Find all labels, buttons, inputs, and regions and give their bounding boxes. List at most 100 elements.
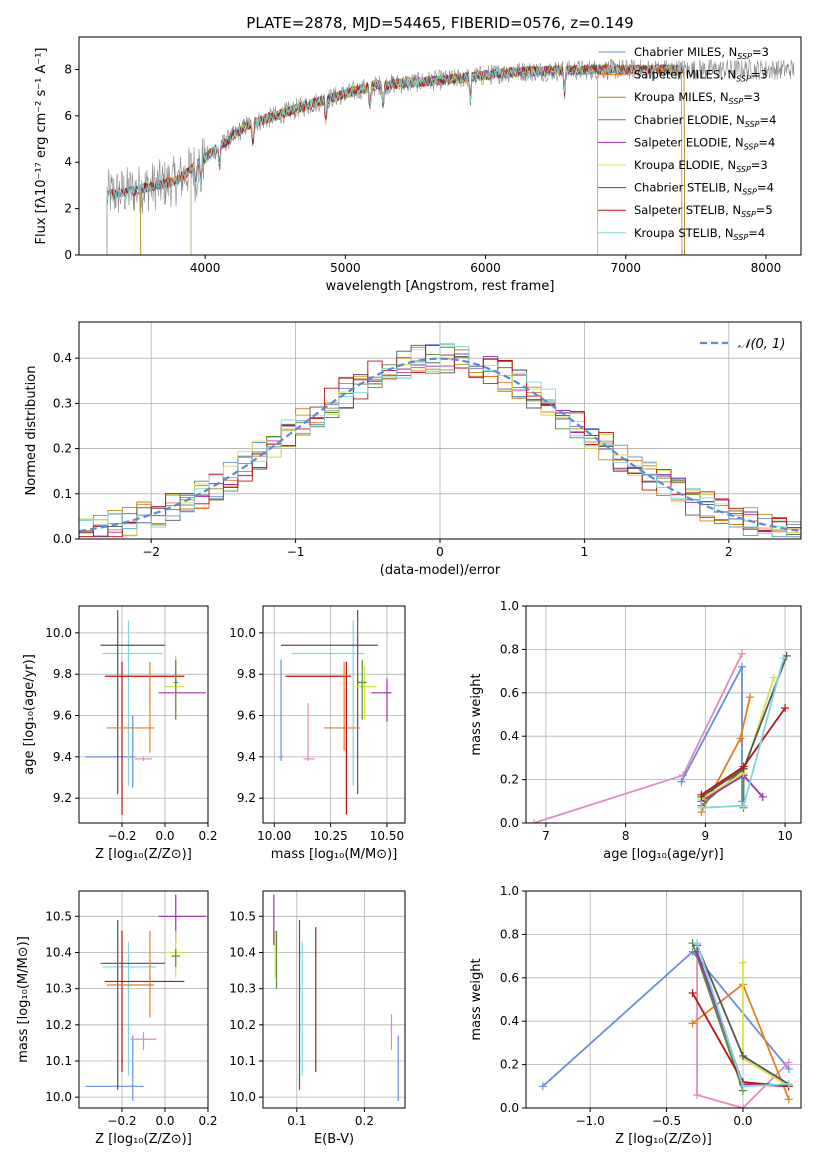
- model-spectrum-line: [190, 64, 599, 255]
- y-tick-label: 0.2: [53, 442, 72, 456]
- residual-histogram-panel: −2 −1 0 1 2 0.0 0.1 0.2 0.3 0.4 (data-model)/error…: [24, 321, 802, 578]
- y-tick-label: 10.3: [45, 982, 72, 996]
- y-tick-label: 0.0: [500, 1101, 519, 1115]
- weight-marker: [697, 790, 706, 799]
- plot-area: [106, 59, 795, 255]
- x-tick-label: −2: [142, 545, 160, 559]
- x-tick-label: 6000: [470, 261, 501, 275]
- x-tick-label: 4000: [190, 261, 221, 275]
- legend-count: =3: [752, 45, 769, 59]
- plot-area: [85, 610, 206, 815]
- y-tick-label: 10.3: [229, 982, 256, 996]
- x-tick-label: 0.0: [155, 829, 174, 843]
- plot-area: [79, 343, 801, 538]
- weight-marker: [739, 801, 748, 810]
- weight-marker: [758, 792, 767, 801]
- axes-frame: [525, 605, 802, 824]
- gaussian-reference-curve: [79, 357, 801, 533]
- weight-marker: [529, 819, 538, 823]
- legend-entry: 𝒩(0, 1): [738, 337, 785, 352]
- x-tick-label: −1: [287, 545, 305, 559]
- weight-marker: [538, 1082, 547, 1091]
- legend-entry: Kroupa ELODIE, NSSP=3: [634, 158, 768, 174]
- y-tick-label: 0.2: [500, 1058, 519, 1072]
- weight-marker: [784, 1095, 793, 1104]
- y-tick-label: 9.2: [237, 791, 256, 805]
- y-tick-label: 4: [64, 155, 72, 169]
- weight-marker: [738, 662, 747, 671]
- x-tick-label: 10.25: [313, 829, 347, 843]
- y-tick-label: 10.0: [229, 626, 256, 640]
- y-tick-label: 10.0: [45, 1090, 72, 1104]
- y-axis-label: mass [log₁₀(M/M⊙)]: [16, 936, 31, 1063]
- legend-count: =4: [758, 135, 775, 149]
- weight-marker: [688, 1019, 697, 1028]
- weight-vs-age-panel: 7 8 9 10 0.0 0.2 0.4 0.6 0.8 1.0 age [log₁₀(age/yr…: [469, 599, 802, 862]
- y-axis-label: mass weight: [469, 673, 484, 755]
- y-tick-label: 8: [64, 62, 72, 76]
- weight-marker: [738, 649, 747, 658]
- x-tick-label: 0: [436, 545, 444, 559]
- weight-marker: [677, 777, 686, 786]
- spectrum-panel: 4000 5000 6000 7000 8000 0 2 4 6 8 wavelength [Ang…: [34, 36, 802, 294]
- x-axis-label: age [log₁₀(age/yr)]: [603, 847, 724, 862]
- legend-label: Kroupa ELODIE, N: [634, 158, 736, 172]
- model-spectrum-line: [140, 64, 685, 255]
- x-tick-label: 0.2: [355, 1114, 374, 1128]
- model-spectrum-line: [106, 63, 683, 255]
- x-tick-label: 0.2: [198, 829, 217, 843]
- y-tick-label: 10.2: [229, 1018, 256, 1032]
- weight-marker: [738, 958, 747, 967]
- x-tick-label: 7: [542, 829, 550, 843]
- weight-line: [542, 950, 790, 1087]
- y-tick-label: 10.0: [229, 1090, 256, 1104]
- axes-frame: [78, 605, 209, 824]
- y-tick-label: 10.5: [229, 909, 256, 923]
- weight-marker: [745, 693, 754, 702]
- legend-label: Salpeter STELIB, N: [634, 203, 741, 217]
- weight-marker: [739, 762, 748, 771]
- y-tick-label: 0.3: [53, 396, 72, 410]
- legend-entry: Kroupa STELIB, NSSP=4: [634, 226, 765, 242]
- y-tick-label: 10.5: [45, 909, 72, 923]
- weight-marker: [779, 654, 788, 663]
- y-axis-label: mass weight: [469, 958, 484, 1040]
- y-tick-label: 10.4: [45, 945, 72, 959]
- y-tick-label: 10.0: [45, 626, 72, 640]
- legend-entry: Chabrier STELIB, NSSP=4: [634, 181, 774, 197]
- x-axis-label: Z [log₁₀(Z/Z⊙)]: [95, 1132, 192, 1147]
- x-tick-label: 5000: [330, 261, 361, 275]
- legend-entry: Salpeter STELIB, NSSP=5: [634, 203, 773, 219]
- model-spectrum-line: [190, 64, 599, 255]
- x-tick-label: 0.0: [733, 1114, 752, 1128]
- legend-count: =3: [751, 158, 768, 172]
- legend-entry: Chabrier ELODIE, NSSP=4: [634, 113, 776, 129]
- y-tick-label: 9.8: [53, 667, 72, 681]
- legend-subscript: SSP: [745, 120, 760, 129]
- model-spectrum-line: [140, 63, 685, 255]
- legend-subscript: SSP: [744, 142, 759, 151]
- legend-label: Chabrier MILES, N: [634, 45, 737, 59]
- figure-title: PLATE=2878, MJD=54465, FIBERID=0576, z=0…: [246, 14, 633, 32]
- weight-line: [691, 992, 789, 1088]
- y-tick-label: 0.8: [500, 642, 519, 656]
- weight-marker: [697, 803, 706, 812]
- legend-count: =5: [756, 203, 773, 217]
- y-tick-label: 9.6: [53, 709, 72, 723]
- legend-label: Salpeter MILES, N: [634, 68, 736, 82]
- legend-label: Kroupa MILES, N: [634, 90, 729, 104]
- weight-marker: [693, 1090, 702, 1099]
- x-axis-label: Z [log₁₀(Z/Z⊙)]: [615, 1132, 712, 1147]
- weight-marker: [781, 703, 790, 712]
- age-vs-metallicity-panel: −0.2 0.0 0.2 9.2 9.4 9.6 9.8 10.0 Z [log₁₀(Z/Z⊙)…: [22, 605, 218, 862]
- axes-frame: [78, 36, 802, 256]
- age-vs-mass-panel: 10.00 10.25 10.50 9.2 9.4 9.6 9.8 10.0 mass [log…: [229, 605, 406, 862]
- y-tick-label: 0.6: [500, 971, 519, 985]
- y-tick-label: 9.2: [53, 791, 72, 805]
- plot-area: [538, 939, 793, 1108]
- x-tick-label: 10: [777, 829, 792, 843]
- legend-subscript: SSP: [737, 52, 752, 61]
- x-tick-label: −0.2: [107, 1114, 136, 1128]
- legend-entry: Kroupa MILES, NSSP=3: [634, 90, 760, 106]
